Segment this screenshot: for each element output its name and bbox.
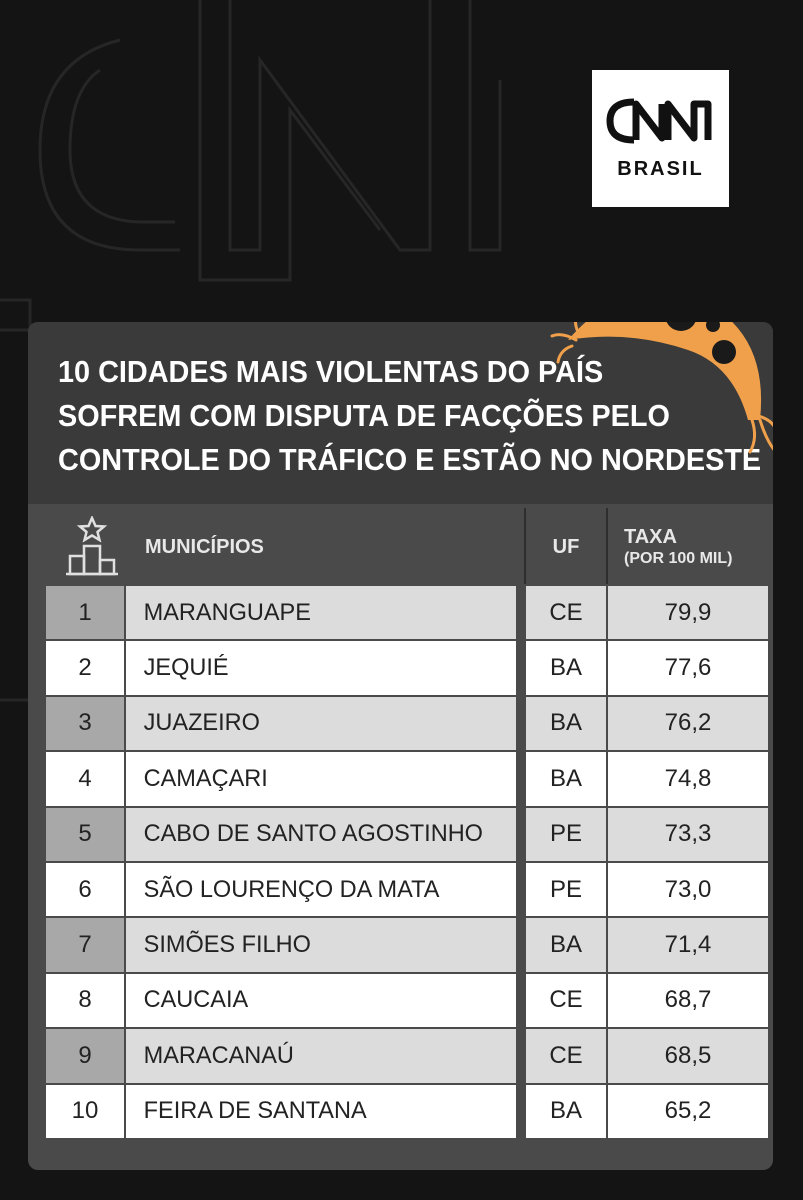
table-row: 5 CABO DE SANTO AGOSTINHO PE 73,3 (46, 805, 768, 861)
table-row: 9 MARACANAÚ CE 68,5 (46, 1027, 768, 1083)
column-header-taxa: TAXA (POR 100 MIL) (624, 526, 732, 570)
headline: 10 CIDADES MAIS VIOLENTAS DO PAÍS SOFREM… (58, 350, 762, 482)
logo-subtitle: BRASIL (617, 158, 704, 180)
cell-taxa: 73,0 (608, 862, 768, 917)
cell-taxa: 76,2 (608, 696, 768, 751)
cell-uf: BA (526, 752, 606, 806)
cell-taxa: 74,8 (608, 752, 768, 806)
cell-municipio: JEQUIÉ (126, 641, 516, 695)
cell-taxa: 68,7 (608, 973, 768, 1028)
cell-municipio: FEIRA DE SANTANA (126, 1084, 516, 1138)
cell-municipio: CAMAÇARI (126, 752, 516, 806)
cell-uf: PE (526, 862, 606, 917)
table-row: 4 CAMAÇARI BA 74,8 (46, 750, 768, 806)
cell-taxa: 79,9 (608, 586, 768, 640)
cell-rank: 3 (46, 696, 124, 751)
table-row: 3 JUAZEIRO BA 76,2 (46, 694, 768, 751)
cell-uf: CE (526, 973, 606, 1028)
cell-uf: BA (526, 918, 606, 972)
cell-rank: 10 (46, 1084, 124, 1138)
cell-uf: PE (526, 807, 606, 861)
headline-line-3: CONTROLE DO TRÁFICO E ESTÃO NO NORDESTE (58, 442, 762, 477)
orange-bug-illustration (550, 322, 773, 454)
headline-line-1: 10 CIDADES MAIS VIOLENTAS DO PAÍS (58, 354, 604, 389)
cell-uf: BA (526, 1084, 606, 1138)
cell-taxa: 65,2 (608, 1084, 768, 1138)
cell-taxa: 77,6 (608, 641, 768, 695)
cell-uf: BA (526, 696, 606, 751)
ranking-card: 10 CIDADES MAIS VIOLENTAS DO PAÍS SOFREM… (28, 322, 773, 1170)
table-row: 10 FEIRA DE SANTANA BA 65,2 (46, 1082, 768, 1138)
cell-rank: 7 (46, 918, 124, 972)
cell-rank: 9 (46, 1029, 124, 1083)
table-row: 7 SIMÕES FILHO BA 71,4 (46, 916, 768, 972)
cell-rank: 8 (46, 973, 124, 1028)
table-row: 8 CAUCAIA CE 68,7 (46, 971, 768, 1028)
cell-rank: 2 (46, 641, 124, 695)
cell-rank: 1 (46, 586, 124, 640)
cell-municipio: SÃO LOURENÇO DA MATA (126, 862, 516, 917)
cell-uf: CE (526, 1029, 606, 1083)
headline-box: 10 CIDADES MAIS VIOLENTAS DO PAÍS SOFREM… (28, 322, 773, 504)
table-header: MUNICÍPIOS UF TAXA (POR 100 MIL) (46, 508, 768, 584)
cell-municipio: MARANGUAPE (126, 586, 516, 640)
cell-taxa: 73,3 (608, 807, 768, 861)
column-header-taxa-unit: (POR 100 MIL) (624, 550, 733, 567)
cell-rank: 5 (46, 807, 124, 861)
cnn-logo-icon (606, 98, 712, 144)
table-row: 6 SÃO LOURENÇO DA MATA PE 73,0 (46, 860, 768, 917)
column-header-taxa-label: TAXA (624, 526, 677, 548)
header-divider (524, 508, 526, 584)
cnn-brasil-logo: BRASIL (592, 70, 729, 207)
cell-taxa: 71,4 (608, 918, 768, 972)
cell-municipio: CABO DE SANTO AGOSTINHO (126, 807, 516, 861)
cell-uf: BA (526, 641, 606, 695)
cell-uf: CE (526, 586, 606, 640)
table-row: 2 JEQUIÉ BA 77,6 (46, 639, 768, 695)
table-row: 1 MARANGUAPE CE 79,9 (46, 584, 768, 640)
cell-municipio: JUAZEIRO (126, 696, 516, 751)
cell-rank: 4 (46, 752, 124, 806)
column-header-municipios: MUNICÍPIOS (145, 536, 264, 558)
podium-star-icon (66, 516, 118, 576)
header-divider (606, 508, 608, 584)
cell-municipio: SIMÕES FILHO (126, 918, 516, 972)
cell-rank: 6 (46, 862, 124, 917)
headline-line-2: SOFREM COM DISPUTA DE FACÇÕES PELO (58, 398, 670, 433)
table-body: 1 MARANGUAPE CE 79,9 2 JEQUIÉ BA 77,6 3 JUAZEIRO B… (46, 584, 768, 1138)
cell-municipio: CAUCAIA (126, 973, 516, 1028)
ranking-table: MUNICÍPIOS UF TAXA (POR 100 MIL) 1 MARANG… (46, 508, 768, 1160)
cell-municipio: MARACANAÚ (126, 1029, 516, 1083)
column-header-uf: UF (552, 536, 580, 558)
cell-taxa: 68,5 (608, 1029, 768, 1083)
